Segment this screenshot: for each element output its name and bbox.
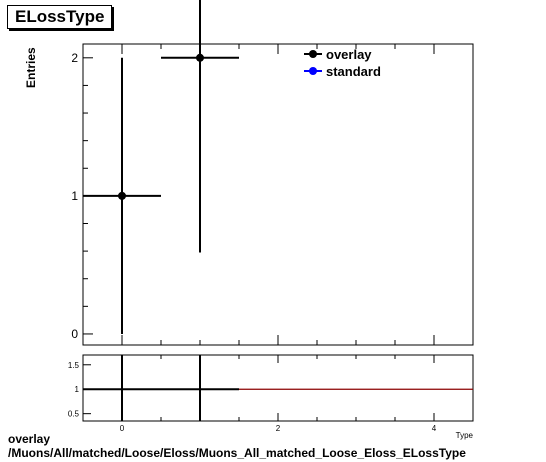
ratio-y-tick-label: 1.5	[68, 361, 80, 370]
ratio-inner	[83, 355, 473, 421]
y-tick-label: 1	[71, 189, 78, 203]
ratio-x-axis-label: Type	[456, 431, 474, 440]
ratio-y-tick-label: 0.5	[68, 410, 80, 419]
ratio-x-tick-label: 0	[120, 424, 125, 433]
footer-label: overlay	[8, 432, 51, 446]
data-point	[118, 191, 126, 200]
y-tick-label: 2	[71, 51, 78, 65]
ratio-x-tick-label: 4	[432, 424, 437, 433]
main-plot: 0 1 2 overlay standard	[71, 0, 474, 346]
ratio-plot: 0.5 1 1.5 0 2 4 Type	[68, 354, 474, 440]
data-point	[196, 53, 204, 62]
y-tick-label: 0	[71, 327, 78, 341]
legend-marker	[309, 67, 317, 75]
footer-path: /Muons/All/matched/Loose/Eloss/Muons_All…	[8, 446, 466, 460]
legend-marker	[309, 50, 317, 58]
ratio-frame	[82, 354, 474, 422]
chart-title: ELossType	[7, 5, 113, 29]
main-frame	[82, 43, 474, 346]
ratio-y-tick-label: 1	[75, 385, 80, 394]
ratio-x-tick-label: 2	[276, 424, 281, 433]
legend-label: overlay	[326, 47, 372, 62]
legend-label: standard	[326, 64, 381, 79]
